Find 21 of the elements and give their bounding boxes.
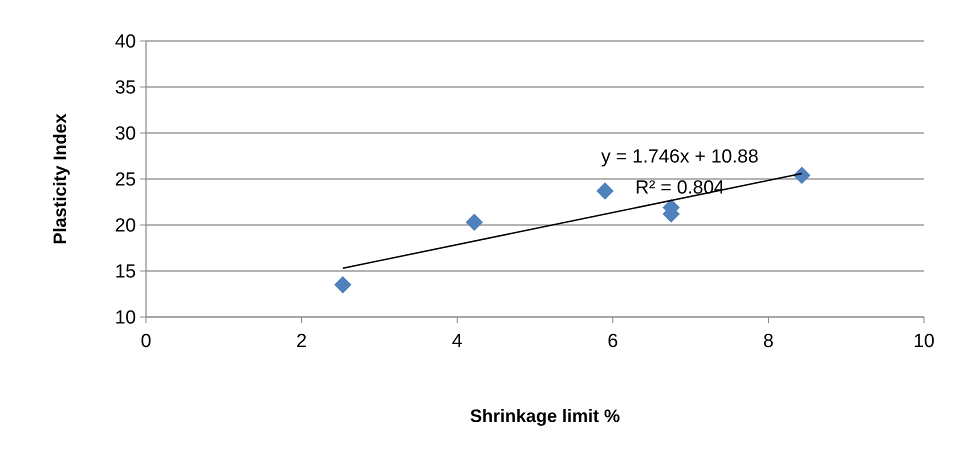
y-axis-title: Plasticity Index — [50, 113, 70, 245]
y-tick-label: 35 — [114, 78, 136, 99]
y-tick-label: 15 — [114, 262, 136, 283]
point — [596, 182, 614, 200]
x-tick-label: 2 — [296, 331, 307, 352]
x-tick-label: 0 — [140, 331, 152, 352]
x-tick-label: 6 — [608, 331, 618, 352]
y-tick-label: 20 — [114, 216, 136, 237]
annotation: R² = 0.804 — [635, 177, 725, 198]
x-tick-label: 10 — [913, 331, 935, 352]
annotation: y = 1.746x + 10.88 — [601, 146, 759, 168]
y-tick-label: 10 — [114, 308, 136, 329]
point — [466, 214, 483, 231]
y-tick-label: 30 — [114, 124, 136, 145]
x-axis-title: Shrinkage limit % — [470, 406, 620, 426]
x-tick-label: 4 — [452, 331, 463, 352]
point — [793, 166, 811, 184]
x-tick-label: 8 — [763, 331, 774, 352]
y-tick-label: 25 — [114, 170, 136, 191]
point — [334, 276, 352, 294]
y-tick-label: 40 — [114, 32, 136, 53]
